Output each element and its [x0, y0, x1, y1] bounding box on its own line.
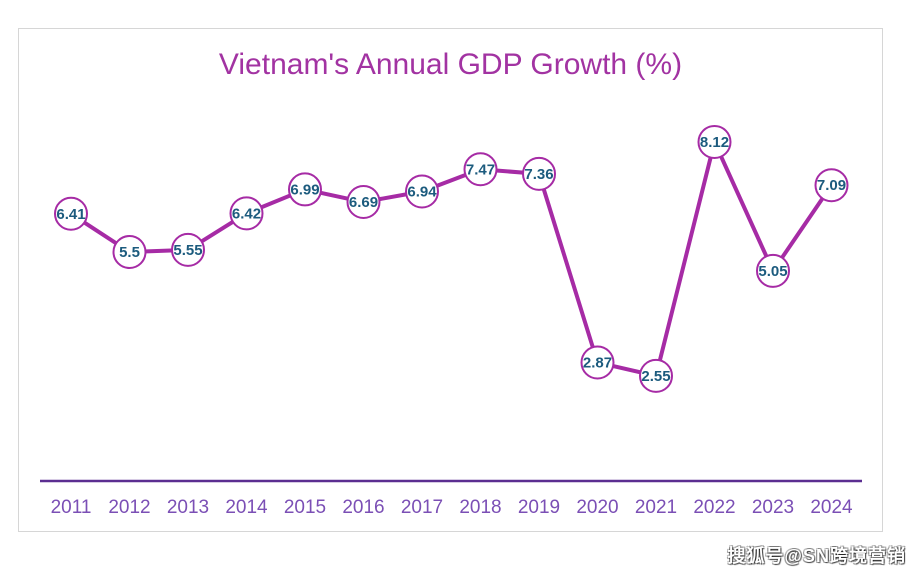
- data-point-label: 2.55: [641, 368, 670, 385]
- data-point-label: 6.94: [407, 184, 437, 201]
- data-point-marker: [580, 345, 615, 380]
- x-tick-label: 2011: [51, 497, 92, 518]
- data-point-marker: [639, 358, 673, 393]
- x-tick-label: 2017: [401, 497, 443, 518]
- data-point-marker: [54, 196, 88, 231]
- x-tick-label: 2015: [284, 497, 326, 518]
- data-point-marker: [463, 152, 498, 187]
- data-point-label: 6.42: [232, 205, 261, 222]
- data-point-marker: [288, 172, 322, 207]
- chart-frame: 2011 2012 2013 2014 2015 2016 2017 2018 2019 2020…: [18, 28, 883, 532]
- x-tick-label: 2016: [342, 497, 384, 518]
- x-tick-label: 2024: [810, 497, 853, 518]
- data-point-marker: [522, 156, 556, 191]
- data-point-label: 7.47: [466, 161, 495, 178]
- x-tick-label: 2022: [693, 497, 735, 518]
- data-point-marker: [346, 185, 381, 220]
- data-point-marker: [756, 253, 790, 288]
- x-tick-label: 2019: [518, 497, 560, 518]
- data-point-marker: [814, 168, 849, 203]
- data-point-marker: [171, 232, 205, 267]
- x-tick-label: 2014: [225, 497, 268, 518]
- chart-svg: 2011 2012 2013 2014 2015 2016 2017 2018 2019 2020…: [40, 124, 862, 518]
- data-point-marker: [112, 235, 147, 269]
- x-tick-label: 2023: [752, 497, 794, 518]
- x-tick-label: 2018: [459, 497, 501, 518]
- data-point-label: 6.69: [349, 194, 378, 211]
- chart-title: Vietnam's Annual GDP Growth (%): [218, 48, 683, 81]
- x-tick-label: 2021: [635, 497, 677, 518]
- x-tick-label: 2020: [576, 497, 618, 518]
- data-point-marker: [229, 196, 264, 231]
- x-tick-label: 2012: [108, 497, 150, 518]
- data-point-label: 5.5: [119, 244, 140, 261]
- data-point-label: 7.36: [524, 166, 553, 183]
- data-point-marker: [405, 174, 439, 209]
- data-point-label: 2.87: [583, 354, 612, 371]
- data-point-label: 6.41: [56, 206, 85, 223]
- watermark-sohu: 搜狐号@SN跨境营销: [727, 546, 906, 566]
- data-point-marker: [697, 124, 732, 159]
- data-point-label: 7.09: [817, 177, 846, 194]
- data-point-label: 6.99: [290, 181, 319, 198]
- data-point-label: 8.12: [700, 134, 729, 151]
- data-point-label: 5.05: [758, 263, 787, 280]
- data-point-label: 5.55: [173, 242, 202, 259]
- x-tick-label: 2013: [167, 497, 209, 518]
